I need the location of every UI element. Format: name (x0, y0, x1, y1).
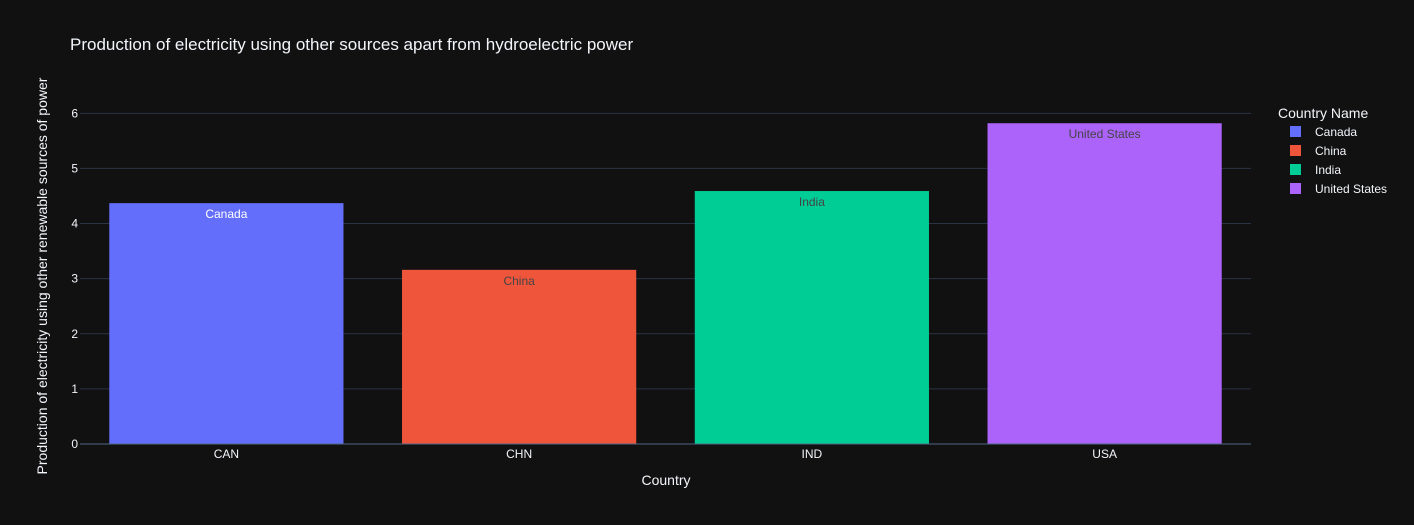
legend-title: Country Name (1278, 105, 1368, 121)
legend-item-ind[interactable]: India (1315, 163, 1341, 177)
y-tick-label: 2 (71, 327, 78, 341)
legend-swatch[interactable] (1290, 164, 1301, 175)
bar-label-can: Canada (205, 207, 247, 221)
y-axis-title: Production of electricity using other re… (34, 77, 50, 474)
legend-item-can[interactable]: Canada (1315, 125, 1357, 139)
x-tick-label: IND (802, 447, 823, 461)
bar-usa[interactable] (987, 123, 1222, 445)
axis-layer: 0 1 2 3 4 5 6 CAN CHN IND USA (71, 106, 1251, 461)
bar-layer: Canada China India United States (109, 123, 1222, 445)
legend: Country Name Canada China India United Stat… (1278, 105, 1387, 196)
y-tick-label: 4 (71, 217, 78, 231)
legend-swatch[interactable] (1290, 183, 1301, 194)
bar-label-usa: United States (1069, 127, 1141, 141)
bar-ind[interactable] (694, 191, 929, 444)
y-tick-label: 3 (71, 272, 78, 286)
x-tick-label: CAN (214, 447, 239, 461)
chart-title: Production of electricity using other so… (70, 35, 633, 54)
bar-chn[interactable] (402, 269, 637, 444)
y-tick-label: 1 (71, 382, 78, 396)
x-tick-label: USA (1092, 447, 1117, 461)
legend-swatch[interactable] (1290, 126, 1301, 137)
legend-swatch[interactable] (1290, 145, 1301, 156)
bar-can[interactable] (109, 203, 344, 444)
y-tick-label: 6 (71, 106, 78, 120)
legend-item-usa[interactable]: United States (1315, 182, 1387, 196)
legend-item-chn[interactable]: China (1315, 144, 1347, 158)
bar-label-ind: India (799, 195, 825, 209)
x-tick-label: CHN (506, 447, 532, 461)
x-axis-title: Country (641, 472, 690, 488)
bar-label-chn: China (503, 274, 535, 288)
y-tick-label: 0 (71, 437, 78, 451)
y-tick-label: 5 (71, 161, 78, 175)
